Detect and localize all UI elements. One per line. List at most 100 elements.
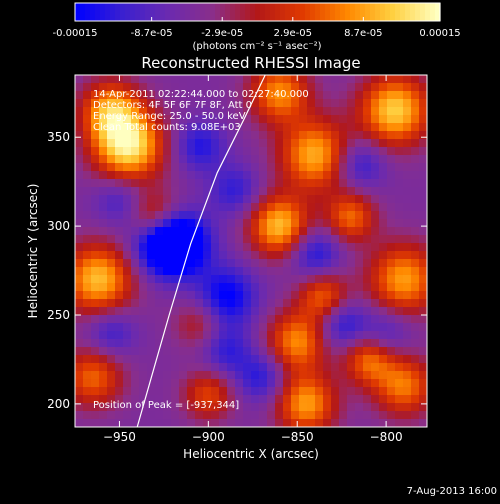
heatmap-cell [355, 363, 364, 372]
heatmap-cell [219, 283, 228, 292]
heatmap-cell [83, 179, 92, 188]
heatmap-cell [147, 235, 156, 244]
colorbar-cell [430, 3, 436, 21]
heatmap-cell [147, 179, 156, 188]
heatmap-cell [139, 75, 148, 84]
heatmap-cell [219, 355, 228, 364]
heatmap-cell [419, 331, 427, 340]
heatmap-cell [291, 83, 300, 92]
heatmap-cell [139, 267, 148, 276]
heatmap-cell [411, 419, 420, 427]
heatmap-cell [227, 259, 236, 268]
heatmap-cell [235, 235, 244, 244]
heatmap-cell [387, 171, 396, 180]
heatmap-cell [347, 139, 356, 148]
heatmap-cell [195, 211, 204, 220]
heatmap-cell [195, 235, 204, 244]
heatmap-cell [259, 307, 268, 316]
heatmap-cell [267, 203, 276, 212]
heatmap-cell [91, 131, 100, 140]
heatmap-cell [267, 171, 276, 180]
heatmap-cell [355, 99, 364, 108]
heatmap-cell [387, 387, 396, 396]
heatmap-cell [331, 355, 340, 364]
heatmap-cell [139, 163, 148, 172]
y-tick-label: 350 [47, 130, 70, 144]
heatmap-cell [339, 203, 348, 212]
heatmap-cell [331, 187, 340, 196]
heatmap-cell [115, 171, 124, 180]
heatmap-cell [331, 411, 340, 420]
heatmap-cell [275, 259, 284, 268]
heatmap-cell [363, 187, 372, 196]
heatmap-cell [419, 347, 427, 356]
heatmap-cell [299, 379, 308, 388]
heatmap-cell [419, 107, 427, 116]
heatmap-cell [275, 123, 284, 132]
heatmap-cell [299, 315, 308, 324]
heatmap-cell [395, 403, 404, 412]
heatmap-cell [347, 411, 356, 420]
heatmap-cell [195, 371, 204, 380]
heatmap-cell [131, 227, 140, 236]
heatmap-cell [227, 83, 236, 92]
heatmap-cell [283, 243, 292, 252]
heatmap-cell [395, 355, 404, 364]
heatmap-cell [283, 179, 292, 188]
heatmap-cell [355, 171, 364, 180]
heatmap-cell [147, 339, 156, 348]
heatmap-cell [235, 283, 244, 292]
colorbar-cell [300, 3, 306, 21]
heatmap-cell [251, 163, 260, 172]
heatmap-cell [91, 323, 100, 332]
heatmap-cell [139, 179, 148, 188]
heatmap-cell [331, 379, 340, 388]
heatmap-cell [243, 235, 252, 244]
heatmap-cell [331, 155, 340, 164]
heatmap-cell [323, 403, 332, 412]
heatmap-cell [91, 419, 100, 427]
heatmap-cell [75, 115, 84, 124]
heatmap-cell [235, 83, 244, 92]
heatmap-cell [75, 363, 84, 372]
heatmap-cell [83, 139, 92, 148]
heatmap-cell [315, 307, 324, 316]
heatmap-cell [155, 299, 164, 308]
heatmap-cell [227, 275, 236, 284]
heatmap-cell [259, 203, 268, 212]
heatmap-cell [187, 147, 196, 156]
heatmap-cell [91, 187, 100, 196]
heatmap-cell [331, 243, 340, 252]
heatmap-cell [179, 91, 188, 100]
heatmap-cell [363, 299, 372, 308]
heatmap-cell [171, 275, 180, 284]
heatmap-cell [355, 227, 364, 236]
heatmap-cell [307, 299, 316, 308]
heatmap-cell [403, 283, 412, 292]
heatmap-cell [299, 123, 308, 132]
heatmap-cell [211, 315, 220, 324]
heatmap-cell [355, 107, 364, 116]
heatmap-cell [411, 291, 420, 300]
heatmap-cell [371, 283, 380, 292]
y-tick-label: 200 [47, 397, 70, 411]
heatmap-cell [339, 171, 348, 180]
colorbar-cell [155, 3, 161, 21]
heatmap-cell [387, 83, 396, 92]
heatmap-cell [235, 139, 244, 148]
heatmap-cell [203, 387, 212, 396]
heatmap-cell [419, 123, 427, 132]
heatmap-cell [147, 75, 156, 84]
heatmap-cell [91, 275, 100, 284]
heatmap-cell [99, 379, 108, 388]
heatmap-cell [123, 323, 132, 332]
heatmap-cell [275, 267, 284, 276]
heatmap-cell [339, 395, 348, 404]
colorbar-cell [160, 3, 166, 21]
heatmap-cell [139, 107, 148, 116]
heatmap-cell [139, 123, 148, 132]
heatmap-cell [363, 395, 372, 404]
heatmap-cell [211, 307, 220, 316]
annotations: 14-Apr-2011 02:22:44.000 to 02:27:40.000… [93, 89, 309, 411]
heatmap-cell [371, 219, 380, 228]
